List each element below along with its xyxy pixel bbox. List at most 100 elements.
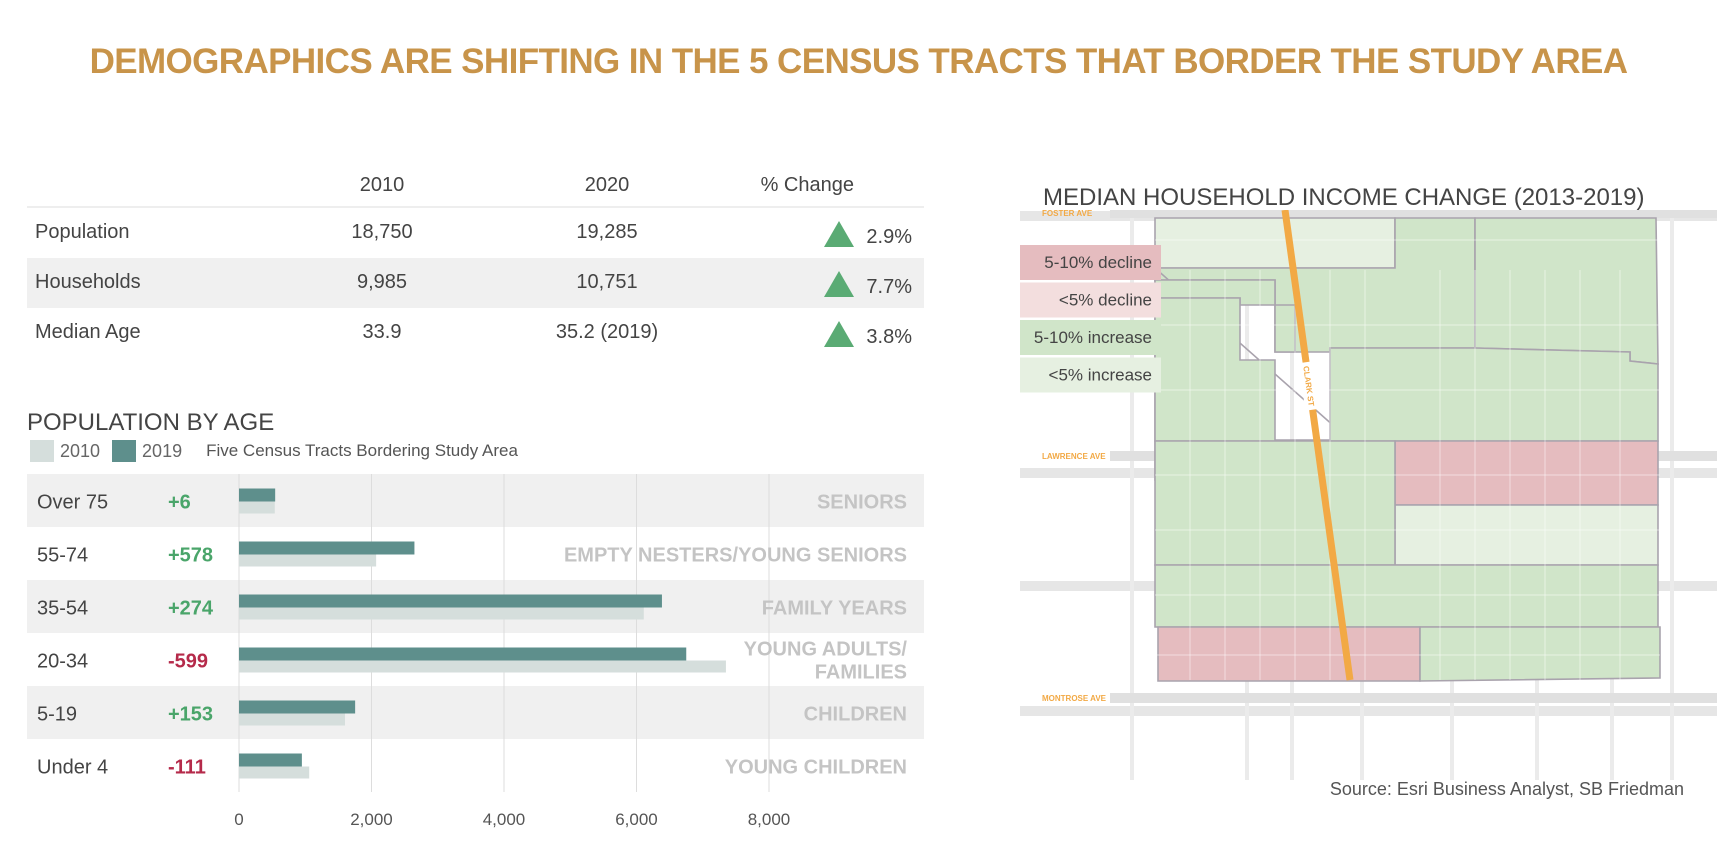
source-note: Source: Esri Business Analyst, SB Friedm… xyxy=(1329,779,1684,799)
x-tick-label: 4,000 xyxy=(483,810,526,829)
up-triangle-icon xyxy=(824,271,855,297)
table-row-households: Households 9,985 10,751 7.7% xyxy=(27,258,924,308)
bar-2010 xyxy=(239,501,275,514)
value-2010: 18,750 xyxy=(351,221,413,243)
bar-2010 xyxy=(239,713,345,726)
legend-label-2010: 2010 xyxy=(60,440,101,461)
legend-swatch xyxy=(1020,320,1161,355)
block-lines xyxy=(1155,239,1660,680)
group-label: SENIORS xyxy=(817,492,907,514)
value-2020: 35.2 (2019) xyxy=(555,321,659,343)
street-label-foster: FOSTER AVE xyxy=(1042,210,1093,218)
street xyxy=(1130,210,1134,780)
change-value: 3.8% xyxy=(866,326,912,348)
avenue-montrose xyxy=(1110,693,1717,703)
x-tick-label: 0 xyxy=(234,810,243,829)
change-value: 2.9% xyxy=(866,226,912,248)
street-label-lawrence: LAWRENCE AVE xyxy=(1042,452,1106,461)
bar-2019 xyxy=(239,753,302,767)
clark-st-line xyxy=(1281,210,1354,681)
bar-2019 xyxy=(239,594,662,608)
change-label: +6 xyxy=(168,492,191,514)
population-by-age-chart: 0 2,000 4,000 6,000 8,000 Over 75 +6 SENIORS 55-… xyxy=(27,474,924,829)
legend-label: 5-10% increase xyxy=(1034,328,1152,347)
age-chart-legend: 2010 2019 Five Census Tracts Bordering S… xyxy=(30,439,518,463)
bar-2010 xyxy=(239,766,310,779)
x-tick-label: 2,000 xyxy=(350,810,393,829)
header-change: % Change xyxy=(760,174,854,196)
region-middle xyxy=(1154,297,1659,442)
legend-label: 5-10% decline xyxy=(1044,253,1152,272)
bar-2019 xyxy=(239,700,356,714)
bar-2010 xyxy=(239,607,644,620)
clark-label-bg xyxy=(1298,361,1320,411)
street-label-clark: CLARK ST xyxy=(1298,361,1320,411)
legend-swatch xyxy=(1020,282,1161,318)
group-label: EMPTY NESTERS/YOUNG SENIORS xyxy=(564,545,907,567)
bar-2019 xyxy=(239,647,687,661)
map-title: MEDIAN HOUSEHOLD INCOME CHANGE (2013-201… xyxy=(1043,184,1645,211)
region-middle-east-upper xyxy=(1394,440,1659,506)
legend-swatch xyxy=(1020,357,1161,393)
bar-2019 xyxy=(239,541,415,555)
change-cell: 7.7% xyxy=(824,271,912,299)
change-label: +153 xyxy=(168,704,213,726)
change-label: -599 xyxy=(168,651,208,673)
change-value: 7.7% xyxy=(866,276,912,298)
street xyxy=(1670,210,1674,780)
row-band xyxy=(27,686,924,739)
category-label: Under 4 xyxy=(37,757,108,779)
row-label: Median Age xyxy=(35,321,141,343)
x-tick-label: 6,000 xyxy=(615,810,658,829)
income-change-map: FOSTER AVE LAWRENCE AVE MONTROSE AVE CLARK … xyxy=(1020,210,1717,780)
change-label: -111 xyxy=(168,757,206,779)
legend-swatch-2019 xyxy=(112,440,137,462)
table-row-population: Population 18,750 19,285 2.9% xyxy=(27,208,924,258)
change-cell: 3.8% xyxy=(824,321,912,349)
header-2010: 2010 xyxy=(359,174,405,196)
page-title: DEMOGRAPHICS ARE SHIFTING IN THE 5 CENSU… xyxy=(89,42,1628,81)
legend-swatch xyxy=(1020,245,1161,280)
group-label: FAMILIES xyxy=(815,662,907,684)
row-band xyxy=(27,474,924,527)
bar-2010 xyxy=(239,554,377,567)
demographics-table: 2010 2020 % Change Population 18,750 19,… xyxy=(27,168,924,358)
value-2010: 33.9 xyxy=(362,321,402,343)
table-header: 2010 2020 % Change xyxy=(27,168,924,208)
row-label: Households xyxy=(35,271,141,293)
category-label: 55-74 xyxy=(37,545,88,567)
up-triangle-icon xyxy=(824,221,855,247)
legend-swatch-2010 xyxy=(30,440,54,462)
region-middle-west xyxy=(1154,440,1396,566)
group-label: CHILDREN xyxy=(804,704,907,726)
group-label: YOUNG ADULTS/ xyxy=(744,639,908,661)
change-label: +578 xyxy=(168,545,213,567)
category-label: 35-54 xyxy=(37,598,88,620)
x-tick-label: 8,000 xyxy=(748,810,791,829)
row-label: Population xyxy=(35,221,130,243)
change-label: +274 xyxy=(168,598,214,620)
age-chart-subtitle: Five Census Tracts Bordering Study Area xyxy=(206,441,518,460)
legend-label-2019: 2019 xyxy=(142,440,183,461)
avenue-foster xyxy=(1110,210,1717,218)
up-triangle-icon xyxy=(824,321,855,347)
region-north-west xyxy=(1154,217,1396,269)
value-2020: 10,751 xyxy=(576,271,638,293)
region-south-band xyxy=(1154,564,1659,628)
table-row-median-age: Median Age 33.9 35.2 (2019) 3.8% xyxy=(27,308,924,358)
region-middle-east-lower xyxy=(1394,504,1659,566)
street-label-montrose: MONTROSE AVE xyxy=(1042,694,1107,703)
avenue xyxy=(1020,706,1717,716)
legend-label: <5% increase xyxy=(1049,366,1152,385)
category-label: 20-34 xyxy=(37,651,88,673)
category-label: 5-19 xyxy=(37,704,77,726)
group-label: YOUNG CHILDREN xyxy=(725,757,907,779)
region-south-east xyxy=(1419,626,1661,682)
bar-2010 xyxy=(239,660,726,673)
category-label: Over 75 xyxy=(37,492,108,514)
header-2020: 2020 xyxy=(584,174,630,196)
value-2020: 19,285 xyxy=(576,221,638,243)
region-south-west xyxy=(1157,626,1421,682)
value-2010: 9,985 xyxy=(356,271,408,293)
bar-2019 xyxy=(239,488,276,502)
